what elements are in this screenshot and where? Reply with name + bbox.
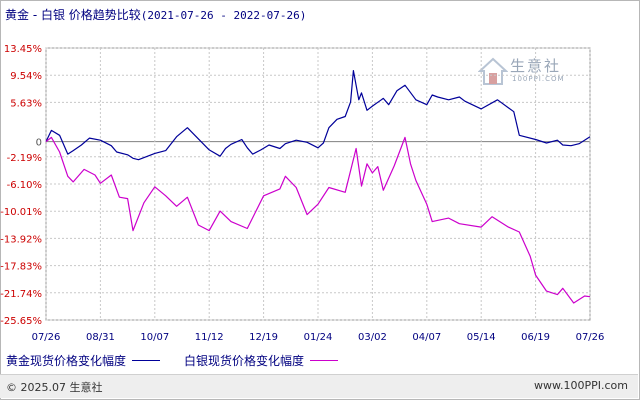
legend-gold-label: 黄金现货价格变化幅度 <box>6 354 127 368</box>
y-tick-label: -10.01% <box>0 207 42 218</box>
chart-title-range: (2021-07-26 - 2022-07-26) <box>140 9 307 22</box>
x-tick-label: 11/12 <box>195 332 224 343</box>
footer-copyright: © 2025.07 生意社 <box>6 381 103 394</box>
y-tick-label: -25.65% <box>0 316 42 327</box>
y-tick-label: -2.19% <box>7 153 42 164</box>
x-tick-label: 07/26 <box>32 332 61 343</box>
silver-series-line <box>45 136 591 304</box>
line-chart: 13.45% 9.54% 5.63% 0 -2.19% -6.10% -10.01% -13.… <box>0 44 605 343</box>
watermark-site: 100PPI.COM <box>512 75 565 83</box>
y-tick-label: 9.54% <box>10 71 42 82</box>
x-tick-label: 12/19 <box>249 332 278 343</box>
y-tick-label: -13.92% <box>0 234 42 245</box>
x-tick-label: 06/19 <box>521 332 550 343</box>
gold-series-line <box>45 69 591 161</box>
y-tick-label: -21.74% <box>0 289 42 300</box>
x-tick-label: 05/14 <box>467 332 496 343</box>
legend-silver-swatch <box>310 360 339 361</box>
legend-silver-label: 白银现货价格变化幅度 <box>184 354 305 368</box>
x-tick-label: 03/02 <box>358 332 387 343</box>
footer-bar: © 2025.07 生意社 www.100PPI.com <box>0 374 638 398</box>
footer-site-link[interactable]: www.100PPI.com <box>534 379 628 392</box>
x-tick-label: 04/07 <box>412 332 441 343</box>
x-tick-label: 01/24 <box>304 332 333 343</box>
watermark-brand: 生意社 <box>510 57 562 75</box>
chart-title-main: 黄金 - 白银 价格趋势比较 <box>5 8 141 22</box>
y-tick-label: -6.10% <box>7 180 42 191</box>
house-logo-icon <box>478 57 508 85</box>
chart-title: 黄金 - 白银 价格趋势比较(2021-07-26 - 2022-07-26) <box>5 6 306 23</box>
x-tick-label: 08/31 <box>86 332 115 343</box>
y-tick-label: 13.45% <box>4 44 42 55</box>
legend-gold-swatch <box>132 360 161 361</box>
y-tick-label: 5.63% <box>10 98 42 109</box>
x-tick-label: 07/26 <box>576 332 605 343</box>
y-tick-label: -17.83% <box>0 262 42 273</box>
watermark-logo: 生意社 100PPI.COM <box>478 55 578 91</box>
chart-legend: 黄金现货价格变化幅度 白银现货价格变化幅度 <box>6 352 362 369</box>
y-tick-label: 0 <box>36 138 42 149</box>
x-tick-label: 10/07 <box>140 332 169 343</box>
